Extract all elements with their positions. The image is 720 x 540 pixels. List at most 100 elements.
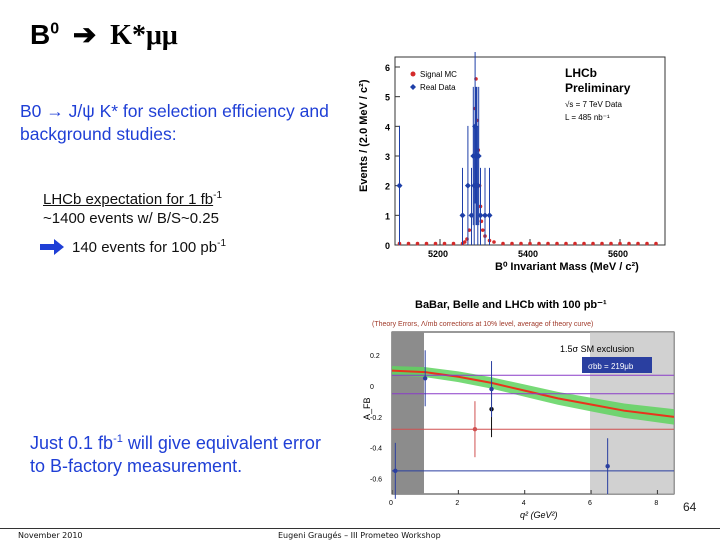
mc-point [600,241,604,246]
mc-point [451,241,456,246]
title-sup: 0 [50,20,60,38]
legend-mc-label: Signal MC [420,70,457,79]
sigma-box-label: σbb = 219μb [588,362,634,371]
mc-point [582,241,586,246]
title-prefix: B [30,19,51,50]
mc-point [442,241,447,246]
mc-point [537,241,541,246]
mass-plot-frame [394,56,666,246]
lhcb-line1: LHCb expectation for 1 fb-1 [43,186,222,209]
mc-point [654,241,658,246]
mass-plot-ylabel: Events / (2.0 MeV / c²) [358,79,370,192]
afb-plot-title: BaBar, Belle and LHCb with 100 pb⁻¹ [415,299,607,311]
energy-label: √s = 7 TeV Data [565,100,622,109]
conclusion-text-a: Just 0.1 fb [30,433,114,453]
mc-point [555,241,559,246]
mc-point [480,228,485,232]
lumi-label: L = 485 nb⁻¹ [565,113,610,122]
afb-y-tick-label: -0.4 [370,446,382,453]
x-tick-label: 5600 [608,249,628,259]
mc-point [462,240,467,244]
mc-point [636,241,640,246]
afb-y-tick-label: 0 [370,384,374,391]
afb-y-tick-label: -0.6 [370,477,382,484]
y-tick-label: 1 [385,211,390,221]
title-suffix: K*μμ [110,20,178,51]
legend-mc-marker [410,71,416,77]
data-point [471,182,478,189]
mc-point [519,241,523,246]
lhcb-line3-text: 140 events for 100 pb [72,239,218,256]
footer-date: November 2010 [18,531,83,540]
mc-point [501,241,505,246]
lhcb-expectation: LHCb expectation for 1 fb-1 ~1400 events… [43,186,222,228]
mc-point [591,241,595,246]
theory-band [392,365,674,425]
y-tick-label: 4 [385,122,390,132]
afb-point [489,386,494,392]
data-point [396,182,403,189]
afb-plot-subtitle: (Theory Errors, Λ/mb corrections at 10% … [372,321,593,328]
y-tick-label: 2 [385,182,390,192]
x-tick-label: 5200 [428,249,448,259]
afb-excluded-left [392,332,424,494]
mc-point [528,241,532,246]
y-tick-label: 0 [385,241,390,251]
mc-point [618,241,622,246]
lhcb-line1-text: LHCb expectation for 1 fb [43,191,214,208]
data-point [474,182,481,189]
y-tick-label: 5 [385,93,390,103]
afb-x-tick-label: 4 [522,500,526,507]
afb-x-tick-label: 6 [588,500,592,507]
afb-plot: BaBar, Belle and LHCb with 100 pb⁻¹ (The… [362,299,675,520]
y-tick-label: 3 [385,152,390,162]
lhcb-line1-sup: -1 [213,190,223,201]
intro-paragraph: B0 → J/ψ K* for selection efficiency and… [20,100,350,146]
data-point [477,212,484,219]
data-point [459,212,466,219]
mc-point [564,241,568,246]
afb-x-tick-label: 8 [654,500,658,507]
data-point [475,153,482,159]
lhcb-label: LHCb [565,66,597,80]
mc-point [492,240,496,244]
afb-point [605,464,610,469]
x-tick-label: 5400 [518,249,538,259]
slide-title: B0 ➔ K*μμ [30,18,178,52]
conclusion-paragraph: Just 0.1 fb-1 will give equivalent error… [30,428,340,478]
afb-point [393,468,398,474]
preliminary-label: Preliminary [565,81,631,95]
arrow-icon: ➔ [72,19,97,50]
intro-text: B0 → J/ψ K* for selection efficiency and… [20,101,329,144]
mc-point [406,241,411,246]
mc-point [546,241,550,246]
lhcb-line2: ~1400 events w/ B/S~0.25 [43,210,219,227]
sigma-box [582,357,652,373]
afb-x-tick-label: 0 [389,500,393,507]
afb-point [472,427,478,432]
conclusion-text-b: will give equivalent error to B-factory … [30,433,321,476]
legend-data-marker [410,84,416,90]
theory-curve [391,369,675,418]
page-number: 64 [683,500,697,514]
mc-point [424,241,429,246]
mc-point [510,241,514,246]
exclusion-label: 1.5σ SM exclusion [560,344,634,354]
lhcb-line3-sup: -1 [217,238,227,249]
mass-plot: Events / (2.0 MeV / c²) B⁰ Invariant Mas… [358,52,666,273]
data-point [472,123,479,130]
afb-y-tick-label: -0.2 [370,415,382,422]
mc-point [609,241,613,246]
y-tick-label: 6 [385,63,390,73]
mc-point [415,241,420,246]
data-point [486,212,493,219]
right-arrow-icon [40,239,64,255]
mc-point [573,241,577,246]
conclusion-sup: -1 [113,433,123,445]
mc-point [433,241,438,246]
lhcb-line3-row: 140 events for 100 pb-1 [40,238,226,256]
afb-plot-ylabel: A_FB [362,397,372,420]
legend-data-label: Real Data [420,83,456,92]
data-point [482,212,488,219]
footer-author: Eugeni Graugés – III Prometeo Workshop [278,531,441,540]
